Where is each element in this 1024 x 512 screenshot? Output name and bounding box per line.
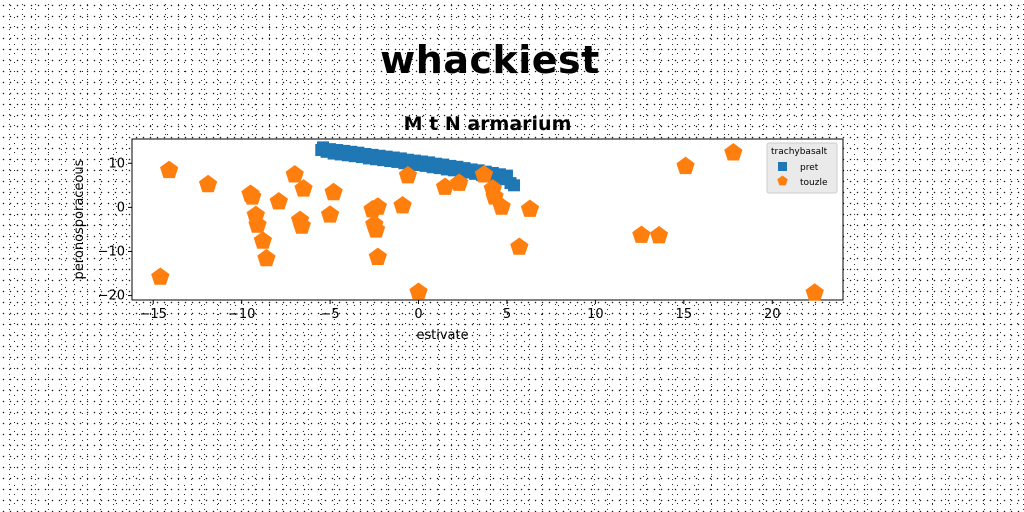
legend-marker-pret <box>778 162 787 171</box>
data-point-touzle <box>151 267 170 285</box>
y-tick-label: 0 <box>117 200 125 215</box>
plot-area <box>131 138 844 301</box>
x-axis-ticks: −15 −10 −5 0 5 10 15 20 <box>140 300 781 322</box>
data-point-touzle <box>269 191 288 210</box>
data-point-touzle <box>474 165 494 183</box>
legend-label-pret: pret <box>800 163 819 173</box>
data-point-touzle <box>409 282 428 300</box>
data-point-touzle <box>368 197 387 215</box>
legend-title: trachybasalt <box>771 147 828 157</box>
data-point-touzle <box>320 205 340 223</box>
figure-supertitle: whackiest <box>380 38 600 82</box>
y-axis-label: peronosporaceous <box>72 159 87 279</box>
x-tick-label: −15 <box>140 307 167 322</box>
x-tick-label: −5 <box>321 307 340 322</box>
data-point-touzle <box>257 248 276 267</box>
data-point-touzle <box>676 156 695 175</box>
data-point-pret <box>508 179 521 192</box>
data-point-touzle <box>198 174 218 193</box>
data-point-touzle <box>632 225 651 243</box>
chart-title: M t N armarium <box>404 113 572 135</box>
data-point-touzle <box>248 215 267 233</box>
x-tick-label: 5 <box>503 307 511 322</box>
y-tick-label: 10 <box>108 156 125 171</box>
series-touzle <box>151 143 824 301</box>
y-tick-label: −20 <box>98 289 125 304</box>
data-point-touzle <box>520 199 540 217</box>
data-point-touzle <box>724 143 743 161</box>
data-point-touzle <box>805 283 824 301</box>
data-point-touzle <box>366 220 386 238</box>
data-point-touzle <box>492 197 511 215</box>
data-point-pret <box>500 169 513 182</box>
y-axis-ticks: −20 −10 0 10 <box>98 156 132 304</box>
legend-marker-touzle <box>777 175 788 186</box>
data-point-touzle <box>649 225 669 244</box>
data-point-touzle <box>393 195 412 214</box>
legend: trachybasalt pret touzle <box>766 142 838 194</box>
data-point-touzle <box>324 182 343 201</box>
data-point-touzle <box>285 165 304 183</box>
x-tick-label: 10 <box>587 307 604 322</box>
data-point-touzle <box>450 173 469 191</box>
x-tick-label: 20 <box>764 307 781 322</box>
y-tick-label: −10 <box>98 244 125 259</box>
data-point-touzle <box>253 231 272 249</box>
data-point-touzle <box>368 247 387 265</box>
data-point-touzle <box>294 179 313 197</box>
x-tick-label: −10 <box>228 307 255 322</box>
x-tick-label: 15 <box>676 307 693 322</box>
data-point-touzle <box>292 216 311 234</box>
data-point-touzle <box>243 187 262 205</box>
legend-label-touzle: touzle <box>800 178 828 188</box>
x-tick-label: 0 <box>414 307 422 322</box>
data-point-touzle <box>510 237 529 255</box>
data-point-touzle <box>398 165 418 184</box>
x-axis-label: estivate <box>416 328 468 343</box>
data-point-touzle <box>160 160 179 179</box>
